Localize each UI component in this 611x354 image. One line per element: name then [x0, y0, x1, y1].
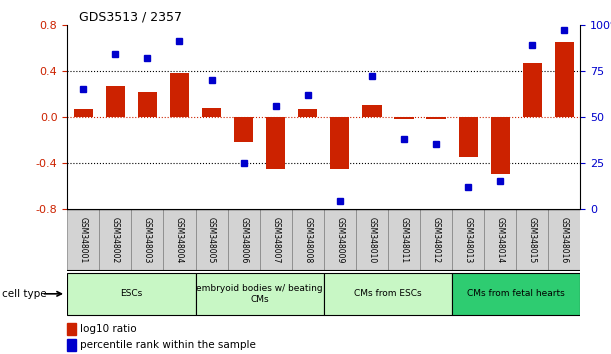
Bar	[227, 209, 260, 271]
Bar	[555, 42, 574, 117]
Bar	[170, 73, 189, 117]
Bar	[522, 63, 542, 117]
Text: CMs from fetal hearts: CMs from fetal hearts	[467, 289, 565, 298]
Text: GSM348011: GSM348011	[400, 217, 409, 263]
Text: GDS3513 / 2357: GDS3513 / 2357	[79, 11, 183, 24]
Bar	[196, 209, 227, 271]
Bar	[426, 117, 445, 119]
Text: GSM348010: GSM348010	[367, 217, 376, 263]
Bar	[452, 273, 580, 314]
Bar	[99, 209, 131, 271]
Bar	[356, 209, 388, 271]
Bar	[324, 209, 356, 271]
Bar	[549, 209, 580, 271]
Bar	[420, 209, 452, 271]
Text: embryoid bodies w/ beating
CMs: embryoid bodies w/ beating CMs	[196, 284, 323, 303]
Bar	[137, 92, 157, 117]
Bar	[131, 209, 163, 271]
Bar	[484, 209, 516, 271]
Text: GSM348009: GSM348009	[335, 217, 345, 263]
Bar	[196, 273, 324, 314]
Text: GSM348013: GSM348013	[464, 217, 473, 263]
Text: GSM348014: GSM348014	[496, 217, 505, 263]
Bar	[67, 273, 196, 314]
Bar	[163, 209, 196, 271]
Bar	[234, 117, 253, 142]
Text: percentile rank within the sample: percentile rank within the sample	[80, 339, 256, 350]
Bar	[388, 209, 420, 271]
Bar	[362, 105, 381, 117]
Bar	[458, 117, 478, 157]
Bar	[330, 117, 349, 169]
Text: GSM348001: GSM348001	[79, 217, 88, 263]
Text: GSM348007: GSM348007	[271, 217, 280, 263]
Bar	[491, 117, 510, 175]
Text: log10 ratio: log10 ratio	[80, 324, 137, 334]
Bar	[266, 117, 285, 169]
Bar	[260, 209, 291, 271]
Bar	[298, 109, 317, 117]
Text: GSM348002: GSM348002	[111, 217, 120, 263]
Bar	[202, 108, 221, 117]
Text: ESCs: ESCs	[120, 289, 142, 298]
Bar	[516, 209, 549, 271]
Bar	[452, 209, 484, 271]
Bar	[394, 117, 414, 119]
Text: GSM348003: GSM348003	[143, 217, 152, 263]
Text: GSM348004: GSM348004	[175, 217, 184, 263]
Text: GSM348016: GSM348016	[560, 217, 569, 263]
Text: GSM348015: GSM348015	[528, 217, 537, 263]
Text: CMs from ESCs: CMs from ESCs	[354, 289, 422, 298]
Text: GSM348012: GSM348012	[431, 217, 441, 263]
Text: cell type: cell type	[2, 289, 46, 299]
Bar	[291, 209, 324, 271]
Bar	[324, 273, 452, 314]
Bar	[67, 338, 76, 350]
Bar	[106, 86, 125, 117]
Text: GSM348005: GSM348005	[207, 217, 216, 263]
Bar	[67, 322, 76, 335]
Text: GSM348006: GSM348006	[239, 217, 248, 263]
Text: GSM348008: GSM348008	[303, 217, 312, 263]
Bar	[73, 109, 93, 117]
Bar	[67, 209, 99, 271]
